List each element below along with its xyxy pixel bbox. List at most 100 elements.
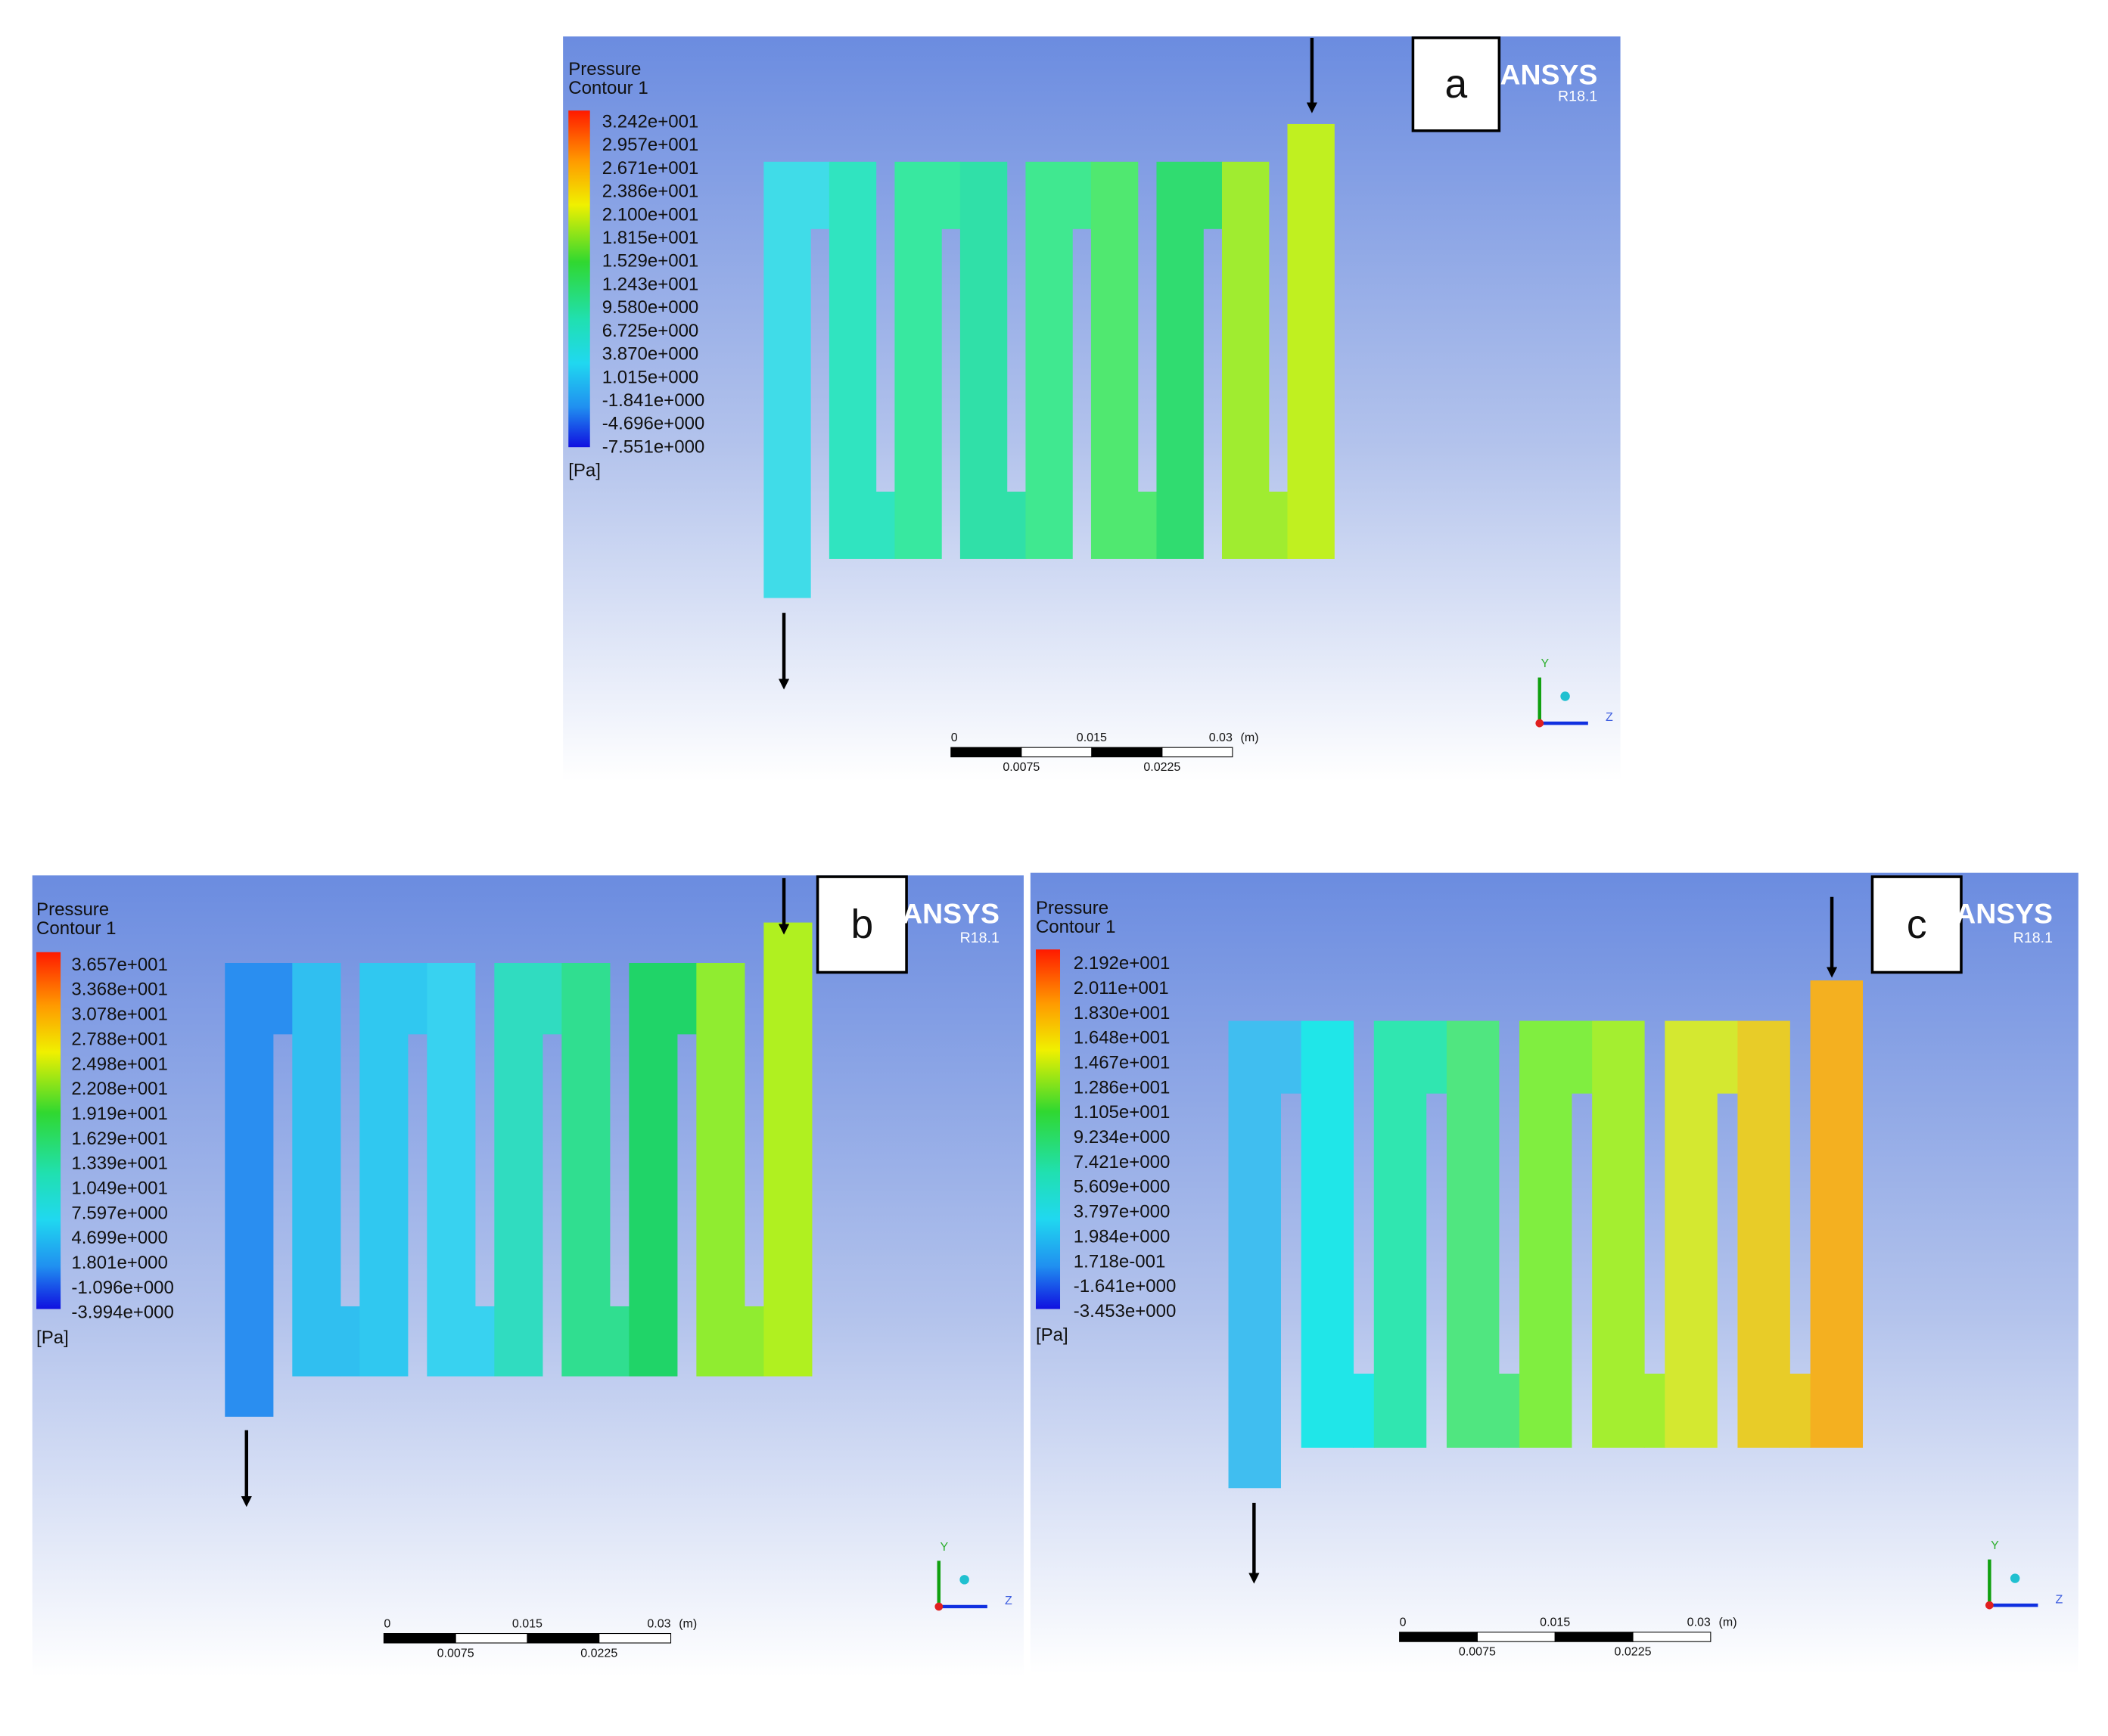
scale-label: 0 bbox=[384, 1616, 390, 1630]
flow-channel bbox=[1446, 1020, 1500, 1448]
scale-label: 0.015 bbox=[1077, 731, 1107, 744]
scale-segment bbox=[599, 1633, 672, 1644]
legend-value: -7.551e+000 bbox=[602, 436, 705, 457]
legend-value: 5.609e+000 bbox=[1074, 1177, 1171, 1197]
flow-turn bbox=[1426, 1020, 1447, 1094]
axis-y-label: Y bbox=[1541, 657, 1550, 670]
legend-value: 1.815e+001 bbox=[602, 228, 699, 248]
flow-turn bbox=[1006, 491, 1027, 559]
panel-label-box bbox=[816, 875, 908, 974]
logo-version: R18.1 bbox=[1558, 89, 1597, 105]
legend-unit: [Pa] bbox=[1036, 1325, 1068, 1345]
legend-subtitle: Contour 1 bbox=[1036, 917, 1115, 937]
scale-segment bbox=[1632, 1632, 1712, 1642]
scale-unit: (m) bbox=[1241, 731, 1259, 744]
flow-turn bbox=[1643, 1373, 1666, 1448]
legend-value: 3.797e+000 bbox=[1074, 1202, 1171, 1222]
panel-label-box bbox=[1411, 36, 1501, 132]
scale-label: 0.0075 bbox=[1459, 1645, 1496, 1659]
legend-value: 1.529e+001 bbox=[602, 251, 699, 272]
logo-version: R18.1 bbox=[2013, 930, 2053, 946]
flow-channel bbox=[1090, 161, 1139, 559]
scale-segment bbox=[1021, 747, 1093, 758]
flow-turn bbox=[272, 963, 294, 1035]
legend-value: 2.192e+001 bbox=[1074, 953, 1171, 974]
scale-label: 0.015 bbox=[1540, 1616, 1570, 1629]
flow-turn bbox=[1571, 1020, 1593, 1094]
logo-version: R18.1 bbox=[960, 930, 1000, 946]
legend-value: -3.453e+000 bbox=[1074, 1301, 1177, 1321]
axis-y-label: Y bbox=[1991, 1539, 1999, 1552]
scale-segment bbox=[1554, 1632, 1634, 1642]
scale-label: 0.0225 bbox=[580, 1646, 617, 1660]
scale-segment bbox=[383, 1633, 456, 1644]
color-bar bbox=[36, 952, 61, 1309]
flow-turn bbox=[744, 1306, 765, 1377]
flow-turn bbox=[407, 963, 428, 1035]
legend-value: 3.078e+001 bbox=[71, 1005, 168, 1025]
legend-title: Pressure bbox=[1036, 898, 1108, 918]
panel-label: b bbox=[850, 902, 873, 947]
flow-turn bbox=[875, 491, 896, 559]
legend-value: 1.648e+001 bbox=[1074, 1028, 1171, 1048]
legend-value: 1.339e+001 bbox=[71, 1154, 168, 1174]
scale-label: 0.015 bbox=[512, 1616, 543, 1630]
color-bar bbox=[1035, 949, 1061, 1309]
logo: ANSYS bbox=[1955, 898, 2053, 930]
axis-x-dot bbox=[1560, 691, 1570, 701]
scale-label: 0.0075 bbox=[1003, 760, 1040, 774]
flow-channel bbox=[1665, 1020, 1718, 1448]
legend-value: 2.386e+001 bbox=[602, 182, 699, 202]
legend-value: 1.243e+001 bbox=[602, 274, 699, 294]
legend-value: 1.286e+001 bbox=[1074, 1077, 1171, 1098]
legend-value: 6.725e+000 bbox=[602, 321, 699, 341]
scale-segment bbox=[455, 1633, 528, 1644]
legend-value: 2.208e+001 bbox=[71, 1079, 168, 1099]
legend-value: 9.580e+000 bbox=[602, 297, 699, 318]
flow-turn bbox=[1716, 1020, 1739, 1094]
legend-value: -1.096e+000 bbox=[71, 1278, 174, 1298]
flow-turn bbox=[1202, 161, 1223, 229]
legend-value: 2.100e+001 bbox=[602, 204, 699, 225]
scale-label: 0.0225 bbox=[1615, 1645, 1652, 1659]
legend-value: 2.957e+001 bbox=[602, 135, 699, 155]
flow-turn bbox=[1498, 1373, 1520, 1448]
flow-turn bbox=[609, 1306, 630, 1377]
legend-value: 1.830e+001 bbox=[1074, 1003, 1171, 1023]
scale-label: 0.03 bbox=[647, 1616, 670, 1630]
legend-value: -3.994e+000 bbox=[71, 1303, 174, 1323]
flow-channel bbox=[763, 161, 811, 598]
legend-unit: [Pa] bbox=[36, 1328, 69, 1348]
axis-origin bbox=[1985, 1601, 1994, 1610]
flow-channel bbox=[829, 161, 877, 559]
scale-label: 0.03 bbox=[1209, 731, 1233, 744]
scale-segment bbox=[1399, 1632, 1478, 1642]
flow-turn bbox=[941, 161, 961, 229]
scale-label: 0.03 bbox=[1687, 1616, 1711, 1629]
axis-z-label: Z bbox=[1005, 1594, 1012, 1607]
flow-channel bbox=[1156, 161, 1204, 559]
color-bar bbox=[568, 110, 590, 448]
legend-value: 1.984e+000 bbox=[1074, 1226, 1171, 1247]
legend-value: 1.049e+001 bbox=[71, 1179, 168, 1199]
scale-segment bbox=[1091, 747, 1163, 758]
legend-title: Pressure bbox=[36, 899, 109, 920]
logo: ANSYS bbox=[1500, 59, 1598, 91]
legend-value: -1.641e+000 bbox=[1074, 1276, 1177, 1297]
legend-value: 3.657e+001 bbox=[71, 955, 168, 975]
legend-value: 9.234e+000 bbox=[1074, 1127, 1171, 1147]
scale-unit: (m) bbox=[679, 1616, 697, 1630]
legend-value: 2.498e+001 bbox=[71, 1054, 168, 1074]
legend-value: 7.597e+000 bbox=[71, 1203, 168, 1223]
legend-value: 3.368e+001 bbox=[71, 980, 168, 1000]
axis-z-label: Z bbox=[2056, 1592, 2063, 1606]
flow-turn bbox=[1137, 491, 1158, 559]
flow-channel bbox=[1301, 1020, 1354, 1448]
legend-unit: [Pa] bbox=[568, 461, 601, 481]
legend-value: 4.699e+000 bbox=[71, 1228, 168, 1248]
scale-segment bbox=[527, 1633, 600, 1644]
